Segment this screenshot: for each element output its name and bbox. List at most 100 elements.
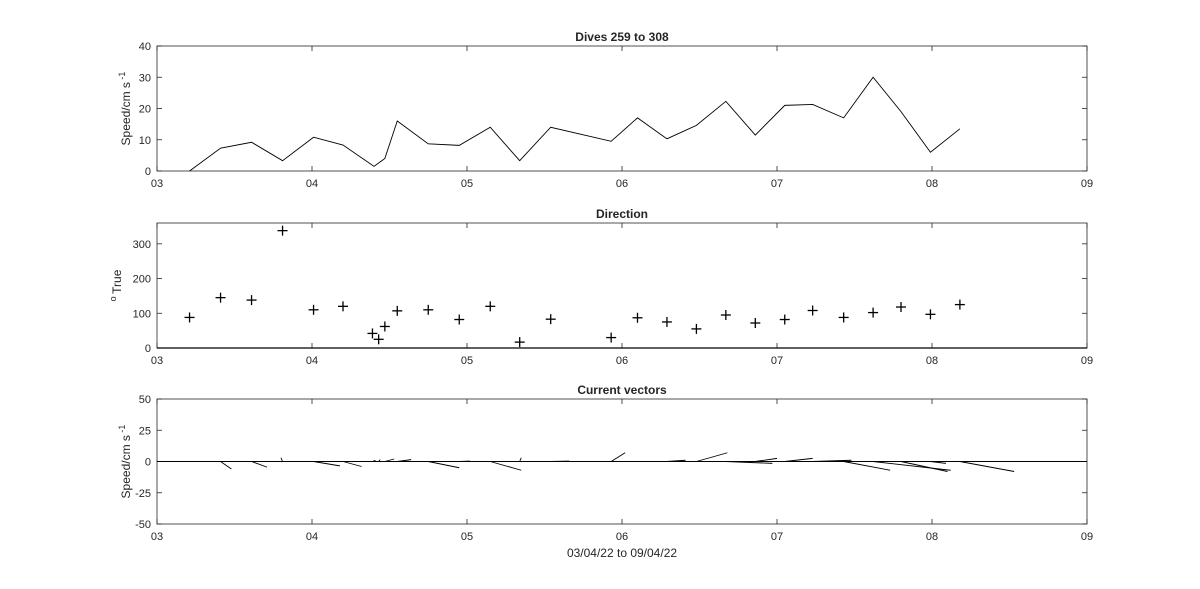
current-vector <box>873 461 951 471</box>
current-vector <box>378 459 381 462</box>
current-vector <box>519 457 522 462</box>
direction-point <box>779 314 790 325</box>
axes-box <box>156 222 1088 349</box>
y-tick-label: 30 <box>139 72 151 84</box>
x-axis-label: 03/04/22 to 09/04/22 <box>567 546 677 560</box>
y-tick-label: 40 <box>139 41 151 53</box>
current-vector <box>784 457 813 462</box>
y-axis-label-text: Speed/cm s <box>119 435 133 498</box>
y-axis-label: Speed/cm s -1 <box>117 425 133 499</box>
direction-point <box>423 304 434 315</box>
x-tick-label: 07 <box>771 355 783 367</box>
current-vector <box>251 461 268 468</box>
y-axis-label: Speed/cm s -1 <box>117 72 133 146</box>
y-tick-label: 10 <box>139 135 151 147</box>
x-tick-label: 04 <box>306 355 318 367</box>
direction-point <box>338 301 348 312</box>
direction-point <box>379 321 390 332</box>
x-tick-label: 04 <box>306 531 318 543</box>
y-tick-label: 0 <box>145 166 151 178</box>
x-tick-label: 09 <box>1081 355 1093 367</box>
y-axis-label-prefix: o <box>108 294 118 302</box>
direction-point <box>367 328 378 339</box>
x-tick-label: 03 <box>151 178 163 190</box>
y-tick-label: -50 <box>135 519 151 531</box>
y-tick-label: 300 <box>133 239 151 251</box>
y-tick-label: 25 <box>139 425 151 437</box>
direction-point <box>308 304 319 315</box>
x-tick-label: 05 <box>461 355 473 367</box>
x-tick-label: 06 <box>616 531 628 543</box>
panel-title: Current vectors <box>577 383 667 397</box>
direction-point <box>838 312 849 323</box>
x-tick-label: 05 <box>461 178 473 190</box>
y-tick-label: 50 <box>139 394 151 406</box>
direction-point <box>954 299 965 310</box>
current-vector <box>666 459 686 462</box>
direction-point <box>392 305 403 316</box>
x-tick-label: 03 <box>151 531 163 543</box>
y-tick-label: 20 <box>139 104 151 116</box>
current-vector <box>610 452 626 462</box>
direction-point <box>807 305 818 316</box>
direction-point <box>606 332 617 343</box>
current-vector <box>280 457 283 462</box>
x-tick-label: 09 <box>1081 178 1093 190</box>
panel-3: Current vectors 03 04 05 06 07 08 09 -50 -25 0 25 50… <box>117 383 1093 543</box>
y-tick-label: -25 <box>135 488 151 500</box>
current-vector <box>428 461 460 469</box>
x-tick-label: 06 <box>616 178 628 190</box>
direction-point <box>514 337 525 348</box>
y-tick-label: 200 <box>133 274 151 286</box>
current-vector <box>725 461 773 464</box>
current-vector <box>696 452 728 462</box>
direction-point <box>691 323 702 334</box>
direction-point <box>896 302 906 313</box>
x-tick-label: 08 <box>926 178 938 190</box>
direction-point <box>184 312 195 323</box>
direction-point <box>454 314 465 325</box>
y-tick-label: 0 <box>145 457 151 469</box>
current-vector <box>372 459 376 462</box>
direction-point <box>868 307 879 318</box>
y-axis-label-text: Speed/cm s <box>119 82 133 145</box>
x-tick-label: 07 <box>771 178 783 190</box>
x-tick-label: 09 <box>1081 531 1093 543</box>
y-axis-label-superscript: -1 <box>117 425 127 436</box>
direction-point <box>545 314 556 325</box>
direction-point <box>750 318 761 328</box>
panel-title: Direction <box>596 207 648 221</box>
direction-point <box>215 292 226 303</box>
x-tick-label: 03 <box>151 355 163 367</box>
current-vector <box>397 459 412 462</box>
y-tick-label: 100 <box>133 308 151 320</box>
current-vector <box>812 459 852 462</box>
y-axis-label: o True <box>108 269 124 301</box>
panel-title: Dives 259 to 308 <box>575 30 669 44</box>
panel-1: Dives 259 to 308 03 04 05 06 07 08 09 0 10 20 30 40 S… <box>117 30 1093 190</box>
y-tick-label: 0 <box>145 343 151 355</box>
direction-point <box>485 301 496 312</box>
x-tick-label: 08 <box>926 355 938 367</box>
panel-2: Direction 03 04 05 06 07 08 09 0 100 200 300 o True <box>108 207 1093 367</box>
current-vector <box>843 461 891 471</box>
direction-point <box>246 295 257 306</box>
current-vector <box>384 458 395 462</box>
current-vector <box>490 461 522 471</box>
direction-point <box>661 316 672 327</box>
current-vector <box>342 461 362 467</box>
x-tick-label: 08 <box>926 531 938 543</box>
current-vector <box>900 461 948 472</box>
y-axis-label-text: True <box>110 269 124 294</box>
y-axis-label-superscript: -1 <box>117 72 127 83</box>
direction-point <box>373 334 384 345</box>
direction-point <box>720 310 731 321</box>
speed-line <box>189 76 961 172</box>
current-vector <box>930 461 947 464</box>
current-vector <box>959 461 1015 472</box>
current-vector <box>755 457 778 462</box>
current-vector <box>313 461 340 467</box>
x-tick-label: 05 <box>461 531 473 543</box>
x-tick-label: 06 <box>616 355 628 367</box>
